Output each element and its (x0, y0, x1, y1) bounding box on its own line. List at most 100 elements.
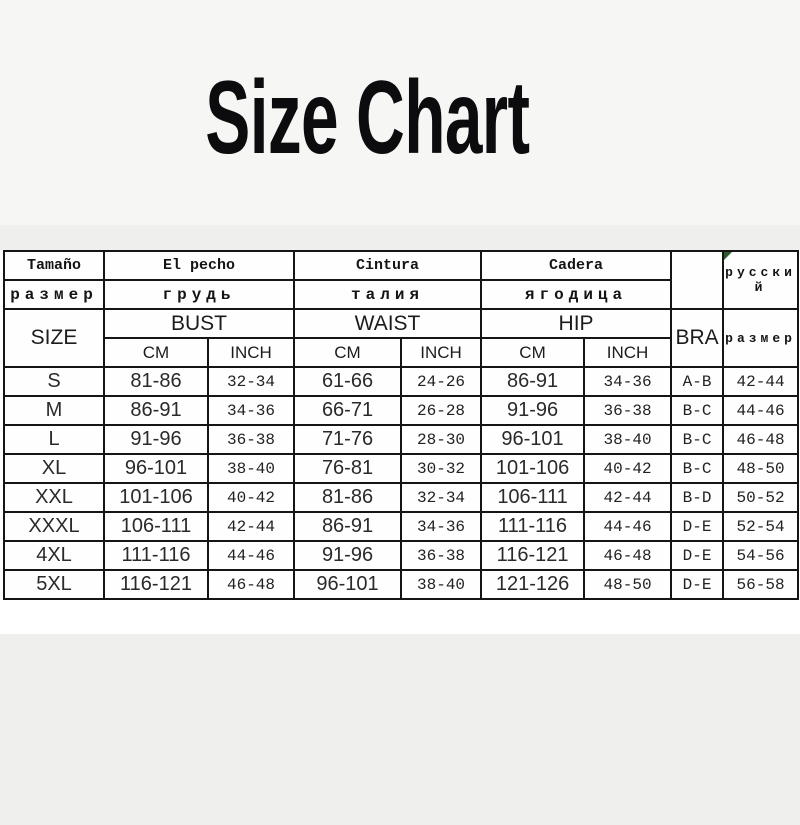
hip-inch-cell: 38-40 (583, 424, 673, 455)
header-row-spanish: Tamaño El pecho Cintura Cadera русский (3, 250, 800, 310)
hip-cm-header: CM (480, 337, 586, 368)
size-row-xxl: XXL 101-106 40-42 81-86 32-34 106-111 42… (3, 482, 800, 513)
hip-inch-cell: 46-48 (583, 540, 673, 571)
size-row-m: M 86-91 34-36 66-71 26-28 91-96 36-38 B-… (3, 395, 800, 426)
bust-inch-cell: 40-42 (206, 482, 296, 513)
waist-inch-cell: 32-34 (400, 482, 483, 513)
header-row-russian: размер грудь талия ягодица (3, 279, 798, 310)
bra-cell: A-B (670, 366, 725, 397)
bra-cell: D-E (670, 569, 725, 600)
waist-cm-cell: 91-96 (293, 540, 403, 571)
waist-inch-cell: 36-38 (400, 540, 483, 571)
bust-inch-header: INCH (206, 337, 296, 368)
bust-cm-cell: 101-106 (103, 482, 209, 513)
waist-cm-cell: 71-76 (293, 424, 403, 455)
header-size-ru: размер (3, 279, 105, 310)
ru-size-cell: 50-52 (722, 482, 800, 513)
size-row-4xl: 4XL 111-116 44-46 91-96 36-38 116-121 46… (3, 540, 800, 571)
header-russian-label: русский (722, 250, 800, 310)
size-cell: L (3, 424, 105, 455)
ru-size-cell: 56-58 (722, 569, 800, 600)
title-wrap: Size Chart (0, 0, 800, 176)
top-band: Size Chart (0, 0, 800, 225)
hip-inch-header: INCH (583, 337, 673, 368)
size-cell: XXXL (3, 511, 105, 542)
bust-cm-cell: 91-96 (103, 424, 209, 455)
hip-inch-cell: 34-36 (583, 366, 673, 397)
header-row-units: CM INCH CM INCH CM INCH (4, 337, 798, 368)
hip-cm-cell: 91-96 (480, 395, 586, 426)
bust-cm-cell: 116-121 (103, 569, 209, 600)
header-hip-es: Cadera (480, 250, 673, 281)
hip-inch-cell: 40-42 (583, 453, 673, 484)
header-size-es: Tamaño (3, 250, 105, 281)
size-row-xxxl: XXXL 106-111 42-44 86-91 34-36 111-116 4… (3, 511, 800, 542)
header-hip-ru: ягодица (480, 279, 673, 310)
bust-inch-cell: 42-44 (206, 511, 296, 542)
size-chart-table: Tamaño El pecho Cintura Cadera русский р… (3, 250, 800, 600)
size-cell: M (3, 395, 105, 426)
bust-cm-cell: 111-116 (103, 540, 209, 571)
header-row-english: SIZE BUST WAIST HIP BRA размер (3, 308, 800, 368)
bust-cm-cell: 81-86 (103, 366, 209, 397)
bra-cell: B-D (670, 482, 725, 513)
russian-label-text: русский (725, 265, 796, 295)
bust-cm-header: CM (103, 337, 209, 368)
hip-inch-cell: 42-44 (583, 482, 673, 513)
hip-inch-cell: 44-46 (583, 511, 673, 542)
size-row-l: L 91-96 36-38 71-76 28-30 96-101 38-40 B… (3, 424, 800, 455)
header-bust-es: El pecho (102, 250, 296, 281)
bust-inch-cell: 36-38 (206, 424, 296, 455)
bust-cm-cell: 106-111 (103, 511, 209, 542)
bra-cell: D-E (670, 540, 725, 571)
size-cell: XL (3, 453, 105, 484)
waist-inch-cell: 24-26 (400, 366, 483, 397)
cell-corner-flag-icon (725, 253, 733, 260)
ru-size-cell: 46-48 (722, 424, 800, 455)
ru-size-cell: 42-44 (722, 366, 800, 397)
waist-inch-cell: 26-28 (400, 395, 483, 426)
hip-cm-cell: 86-91 (480, 366, 586, 397)
bra-cell: B-C (670, 453, 725, 484)
size-cell: 4XL (3, 540, 105, 571)
waist-inch-cell: 30-32 (400, 453, 483, 484)
waist-inch-cell: 38-40 (400, 569, 483, 600)
hip-inch-cell: 36-38 (583, 395, 673, 426)
waist-inch-cell: 28-30 (400, 424, 483, 455)
bust-inch-cell: 34-36 (206, 395, 296, 426)
header-bra-empty-cell (670, 250, 725, 310)
size-row-xl: XL 96-101 38-40 76-81 30-32 101-106 40-4… (3, 453, 800, 484)
bottom-band (0, 634, 800, 825)
header-bust-ru: грудь (102, 279, 296, 310)
waist-cm-cell: 96-101 (293, 569, 403, 600)
hip-cm-cell: 121-126 (480, 569, 586, 600)
bust-inch-cell: 38-40 (206, 453, 296, 484)
hip-cm-cell: 101-106 (480, 453, 586, 484)
size-cell: XXL (3, 482, 105, 513)
ru-size-cell: 54-56 (722, 540, 800, 571)
page-title: Size Chart (204, 60, 530, 176)
hip-cm-cell: 111-116 (480, 511, 586, 542)
ru-size-cell: 52-54 (722, 511, 800, 542)
bust-inch-cell: 32-34 (206, 366, 296, 397)
bra-cell: B-C (670, 424, 725, 455)
waist-cm-header: CM (293, 337, 403, 368)
hip-cm-cell: 116-121 (480, 540, 586, 571)
bust-inch-cell: 44-46 (206, 540, 296, 571)
header-hip-en: HIP (480, 308, 673, 339)
header-russian-size-label: размер (722, 308, 800, 368)
waist-cm-cell: 61-66 (293, 366, 403, 397)
waist-cm-cell: 76-81 (293, 453, 403, 484)
hip-cm-cell: 96-101 (480, 424, 586, 455)
header-waist-es: Cintura (293, 250, 483, 281)
content-band: Tamaño El pecho Cintura Cadera русский р… (0, 250, 800, 634)
bust-cm-cell: 96-101 (103, 453, 209, 484)
header-bra-en: BRA (670, 308, 725, 368)
hip-cm-cell: 106-111 (480, 482, 586, 513)
bra-cell: B-C (670, 395, 725, 426)
waist-cm-cell: 66-71 (293, 395, 403, 426)
size-row-5xl: 5XL 116-121 46-48 96-101 38-40 121-126 4… (3, 569, 800, 600)
bust-inch-cell: 46-48 (206, 569, 296, 600)
hip-inch-cell: 48-50 (583, 569, 673, 600)
ru-size-cell: 44-46 (722, 395, 800, 426)
